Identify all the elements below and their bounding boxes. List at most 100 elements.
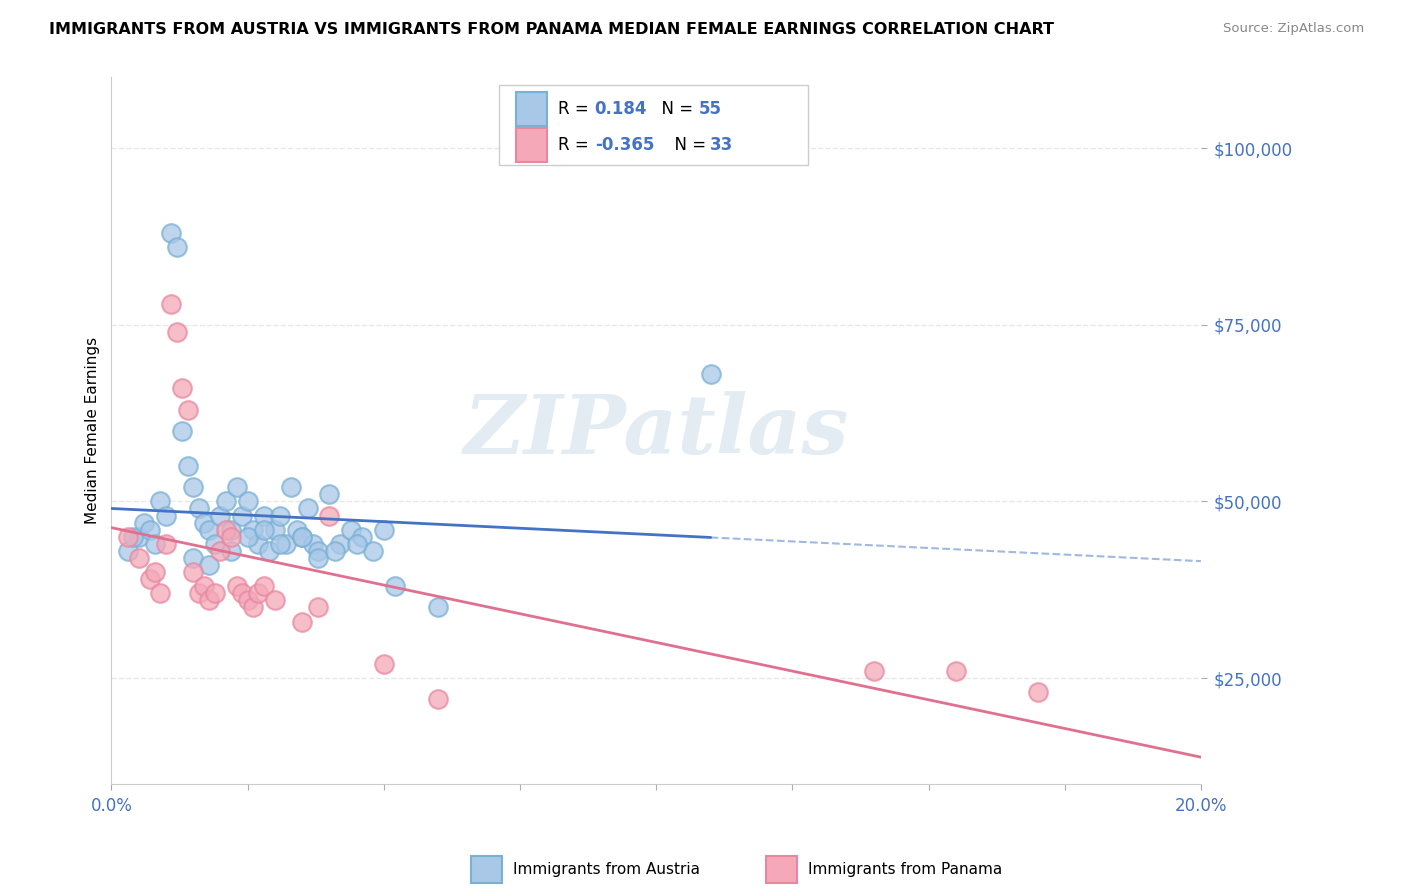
Point [155,537,177,551]
Point [699,368,721,382]
Point [198,593,221,607]
Point [181,550,204,565]
Point [373,657,395,671]
Point [181,480,204,494]
Point [307,550,329,565]
Point [187,501,209,516]
Point [204,537,226,551]
Point [117,544,139,558]
Point [155,508,177,523]
Point [427,600,450,615]
Point [346,537,368,551]
Text: N =: N = [664,136,711,154]
Point [219,544,242,558]
Point [187,586,209,600]
Point [231,508,253,523]
Text: N =: N = [651,100,699,118]
Point [128,530,150,544]
Point [117,530,139,544]
Point [247,537,270,551]
Point [863,664,886,678]
Point [361,544,384,558]
Point [149,586,172,600]
Point [193,516,215,530]
Point [166,240,188,254]
Point [181,565,204,579]
Point [176,459,198,474]
Y-axis label: Median Female Earnings: Median Female Earnings [86,337,100,524]
Point [297,501,319,516]
Point [373,523,395,537]
Text: R =: R = [558,136,595,154]
Point [143,565,166,579]
Text: 33: 33 [710,136,734,154]
Point [340,523,363,537]
Point [149,494,172,508]
Text: ZIPatlas: ZIPatlas [464,391,849,471]
Point [219,523,242,537]
Point [215,494,238,508]
Point [302,537,325,551]
Point [166,325,188,339]
Text: -0.365: -0.365 [595,136,654,154]
Point [236,530,259,544]
Point [945,664,967,678]
Point [138,523,160,537]
Point [172,381,194,395]
Point [231,586,253,600]
Point [198,523,221,537]
Point [285,523,308,537]
Text: Immigrants from Austria: Immigrants from Austria [513,863,700,877]
Point [176,402,198,417]
Point [318,508,340,523]
Point [219,530,242,544]
Text: R =: R = [558,100,595,118]
Point [215,523,238,537]
Point [1026,685,1049,699]
Point [384,579,406,593]
Point [198,558,221,572]
Point [259,544,281,558]
Point [307,600,329,615]
Point [132,516,155,530]
Point [236,494,259,508]
Point [209,544,232,558]
Point [427,692,450,706]
Point [280,480,302,494]
Text: IMMIGRANTS FROM AUSTRIA VS IMMIGRANTS FROM PANAMA MEDIAN FEMALE EARNINGS CORRELA: IMMIGRANTS FROM AUSTRIA VS IMMIGRANTS FR… [49,22,1054,37]
Point [307,544,329,558]
Point [253,508,276,523]
Point [253,579,276,593]
Point [291,615,314,629]
Point [329,537,352,551]
Point [128,550,150,565]
Text: 55: 55 [699,100,721,118]
Point [242,523,264,537]
Point [269,537,291,551]
Point [291,530,314,544]
Point [225,480,247,494]
Point [253,523,276,537]
Point [225,579,247,593]
Point [236,593,259,607]
Point [204,586,226,600]
Point [143,537,166,551]
Point [269,508,291,523]
Point [193,579,215,593]
Point [263,523,285,537]
Point [242,600,264,615]
Point [160,226,183,240]
Text: 0.184: 0.184 [595,100,647,118]
Point [160,296,183,310]
Point [318,487,340,501]
Point [291,530,314,544]
Point [122,530,145,544]
Point [323,544,346,558]
Point [263,593,285,607]
Point [209,508,232,523]
Point [350,530,373,544]
Point [172,424,194,438]
Point [138,572,160,586]
Text: Immigrants from Panama: Immigrants from Panama [808,863,1002,877]
Text: Source: ZipAtlas.com: Source: ZipAtlas.com [1223,22,1364,36]
